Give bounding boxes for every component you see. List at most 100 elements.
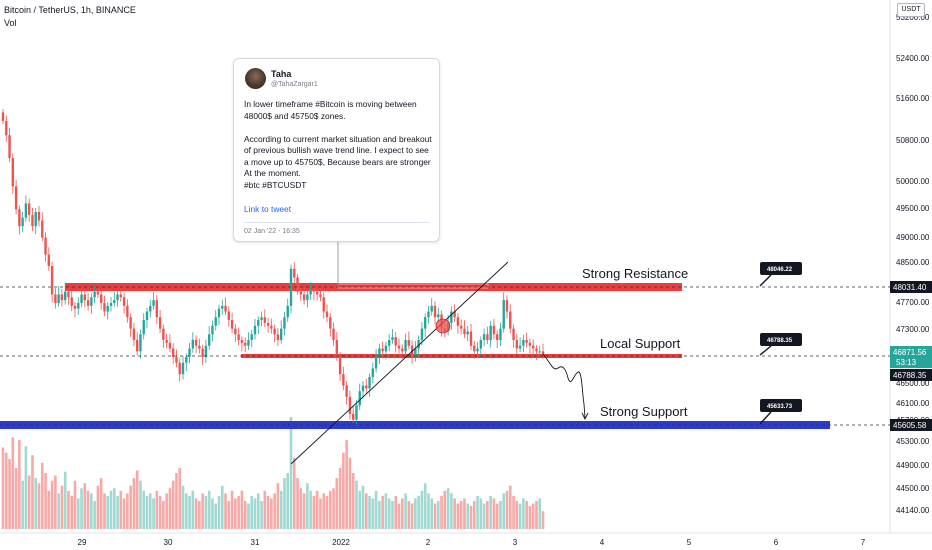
volume-bar <box>148 493 152 529</box>
candle-body <box>224 305 227 312</box>
volume-bar <box>90 493 93 529</box>
candle-body <box>378 348 381 358</box>
candle-body <box>309 288 312 295</box>
volume-bar <box>368 495 371 529</box>
volume-bar <box>109 490 113 529</box>
volume-bar <box>188 495 191 529</box>
candle-body <box>509 311 512 329</box>
volume-bar <box>227 501 231 529</box>
volume-bar <box>207 490 211 529</box>
volume-bar <box>541 511 545 529</box>
candle-body <box>31 214 34 227</box>
volume-bar <box>482 503 486 529</box>
tweet-card[interactable]: Taha @TahaZargar1 In lower timeframe #Bi… <box>233 58 440 242</box>
volume-bar <box>446 488 450 529</box>
tweet-author-handle: @TahaZargar1 <box>271 81 318 88</box>
volume-bar <box>60 485 64 529</box>
candle-body <box>60 294 64 301</box>
volume-bar <box>450 493 453 529</box>
volume-bar <box>283 478 286 529</box>
candle-body <box>103 303 106 312</box>
volume-bar <box>211 498 214 529</box>
volume-bar <box>325 495 329 529</box>
candle-body <box>175 357 178 363</box>
time-tick-label: 31 <box>251 538 260 547</box>
candle-body <box>24 203 28 218</box>
current-price-tag: 46871.56 53:13 <box>890 346 932 368</box>
volume-bar <box>132 478 136 529</box>
candle-body <box>191 339 195 349</box>
candle-body <box>201 348 204 358</box>
candle-body <box>266 322 270 326</box>
candle-body <box>162 328 165 340</box>
volume-bar <box>312 495 316 529</box>
volume-bar <box>21 480 24 529</box>
bullish-trend-line[interactable] <box>290 261 509 465</box>
volume-bar <box>499 501 502 529</box>
local-support-zone[interactable] <box>241 354 682 358</box>
volume-bar <box>466 503 470 529</box>
candle-body <box>286 305 289 318</box>
volume-bar <box>348 457 352 529</box>
volume-bar <box>436 501 440 529</box>
candle-body <box>214 317 217 326</box>
volume-bar <box>531 503 535 529</box>
volume-bar <box>525 501 528 529</box>
volume-bar <box>201 493 204 529</box>
candle-body <box>237 334 240 340</box>
candle-body <box>387 339 391 346</box>
candle-body <box>384 345 388 352</box>
candle-body <box>355 405 358 420</box>
volume-bar <box>512 495 515 529</box>
svg-text:48031.40: 48031.40 <box>893 283 927 292</box>
candle-body <box>450 311 453 323</box>
volume-bar <box>505 490 509 529</box>
candle-body <box>469 331 473 346</box>
tweet-link[interactable]: Link to tweet <box>244 204 292 214</box>
price-tick-label: 50800.00 <box>896 136 930 145</box>
candle-body <box>230 320 234 329</box>
candle-body <box>158 317 162 329</box>
price-axis[interactable]: 53200.00 52400.00 51600.00 50800.00 50000.00… <box>896 13 930 515</box>
candle-body <box>401 348 404 352</box>
candle-body <box>351 413 355 420</box>
volume-bar <box>459 501 463 529</box>
volume-bar <box>384 493 388 529</box>
candle-body <box>247 339 250 346</box>
candle-body <box>41 220 44 238</box>
currency-button[interactable]: USDT <box>897 3 925 17</box>
candle-body <box>207 334 211 346</box>
candle-body <box>155 300 159 318</box>
price-tick-label: 53200.00 <box>896 13 930 22</box>
tweet-date: 02 Jan '22 - 16:35 <box>244 228 300 235</box>
candle-body <box>11 157 15 187</box>
candle-body <box>407 339 411 346</box>
volume-bar <box>508 485 512 529</box>
volume-bar <box>83 483 87 529</box>
candle-body <box>178 362 181 375</box>
volume-bar <box>351 473 355 529</box>
candle-body <box>86 300 90 306</box>
volume-bar <box>400 498 404 529</box>
candle-body <box>296 277 299 292</box>
candle-body <box>80 294 83 304</box>
candle-body <box>414 348 417 358</box>
tweet-author-name: Taha <box>271 69 292 79</box>
candle-body <box>535 348 538 352</box>
time-axis[interactable]: 29 30 31 2022 2 3 4 5 6 7 <box>78 538 866 547</box>
candle-body <box>132 328 136 340</box>
candle-body <box>198 345 201 349</box>
volume-bar <box>158 495 162 529</box>
candle-body <box>420 328 424 340</box>
candle-body <box>404 339 407 352</box>
candle-body <box>122 297 126 306</box>
candle-body <box>83 294 87 301</box>
local-support-label: Local Support <box>600 336 681 351</box>
volume-bar <box>378 501 381 529</box>
volume-bar <box>8 459 11 529</box>
candle-body <box>47 254 51 267</box>
candle-body <box>273 328 276 335</box>
candle-body <box>417 339 420 349</box>
candle-body <box>433 305 437 318</box>
